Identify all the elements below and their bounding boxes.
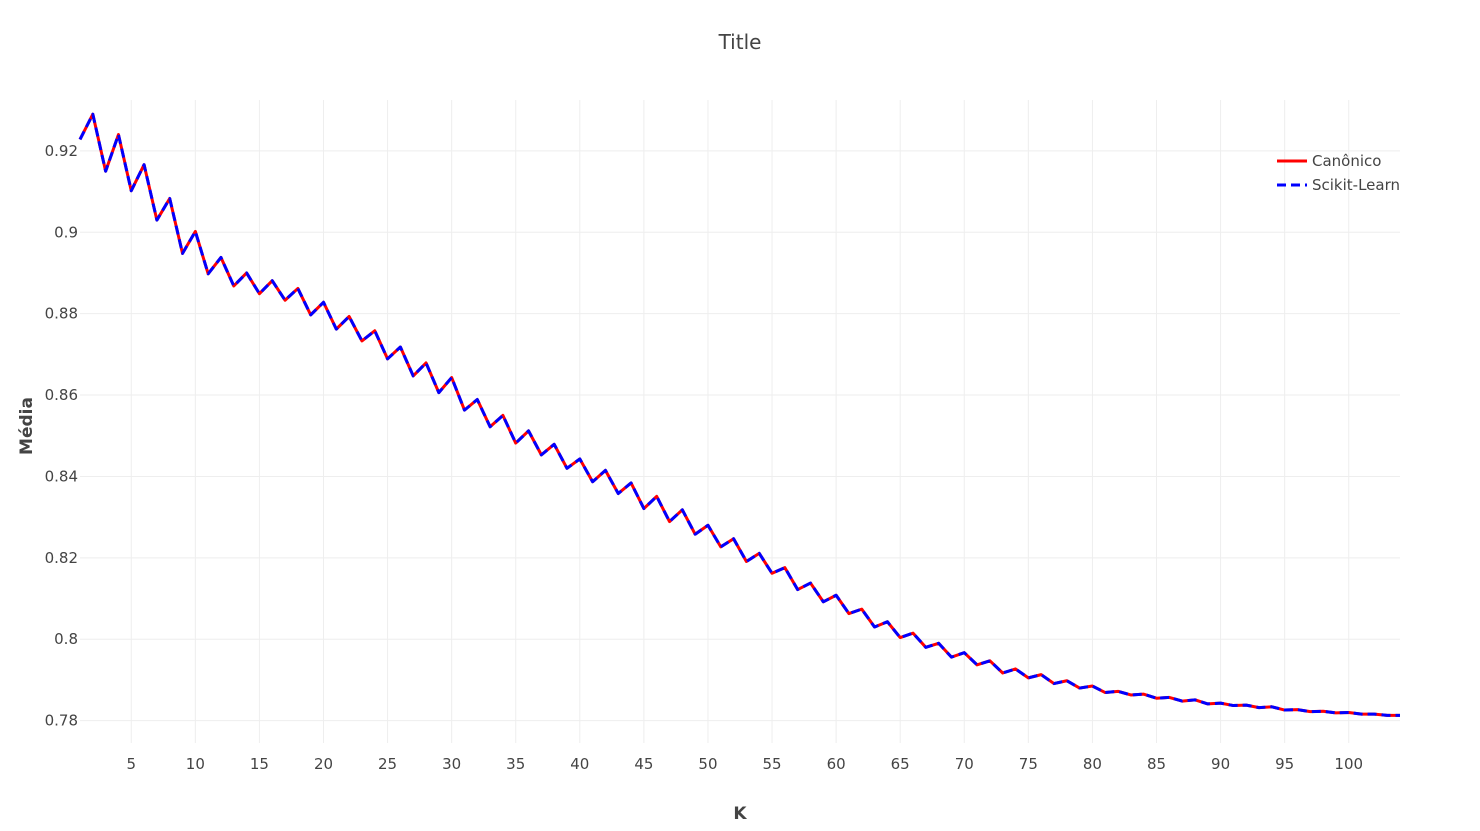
legend-item-scikit-learn[interactable]: Scikit-Learn xyxy=(1277,176,1400,194)
x-tick-label: 100 xyxy=(1334,755,1363,773)
x-tick-label: 60 xyxy=(827,755,846,773)
y-tick-label: 0.78 xyxy=(45,712,78,730)
y-tick-label: 0.86 xyxy=(45,386,78,404)
series-layer xyxy=(78,112,1400,717)
x-tick-label: 5 xyxy=(126,755,136,773)
x-tick-labels: 5 10 15 20 25 30 35 40 45 50 55 60 65 70 75 80 85 90 95 100 xyxy=(126,755,1363,773)
y-tick-label: 0.88 xyxy=(45,305,78,323)
x-tick-label: 55 xyxy=(762,755,781,773)
legend[interactable]: Canônico Scikit-Learn xyxy=(1277,152,1400,194)
x-tick-label: 10 xyxy=(186,755,205,773)
x-tick-label: 45 xyxy=(634,755,653,773)
x-tick-label: 25 xyxy=(378,755,397,773)
series-line-can-nico[interactable] xyxy=(78,112,1400,717)
x-tick-label: 70 xyxy=(955,755,974,773)
y-axis-title: Média xyxy=(17,397,37,455)
y-tick-label: 0.92 xyxy=(45,142,78,160)
y-tick-label: 0.9 xyxy=(54,223,78,241)
y-tick-label: 0.8 xyxy=(54,630,78,648)
x-tick-label: 40 xyxy=(570,755,589,773)
x-tick-label: 50 xyxy=(698,755,717,773)
x-grid xyxy=(130,100,1350,743)
chart-title: Title xyxy=(718,30,762,54)
y-tick-label: 0.84 xyxy=(45,467,78,485)
y-tick-label: 0.82 xyxy=(45,549,78,567)
y-grid xyxy=(80,150,1400,722)
legend-item-canonico[interactable]: Canônico xyxy=(1277,152,1381,170)
x-tick-label: 80 xyxy=(1083,755,1102,773)
y-tick-labels: 0.78 0.8 0.82 0.84 0.86 0.88 0.9 0.92 xyxy=(45,142,78,730)
x-tick-label: 15 xyxy=(250,755,269,773)
x-tick-label: 35 xyxy=(506,755,525,773)
series-line-scikit-learn[interactable] xyxy=(78,112,1400,717)
legend-label-canonico: Canônico xyxy=(1312,152,1381,170)
x-tick-label: 95 xyxy=(1275,755,1294,773)
x-tick-label: 20 xyxy=(314,755,333,773)
x-axis-title: K xyxy=(733,804,747,824)
x-tick-label: 90 xyxy=(1211,755,1230,773)
x-tick-label: 75 xyxy=(1019,755,1038,773)
x-tick-label: 65 xyxy=(891,755,910,773)
x-tick-label: 85 xyxy=(1147,755,1166,773)
x-tick-label: 30 xyxy=(442,755,461,773)
legend-label-scikit-learn: Scikit-Learn xyxy=(1312,176,1400,194)
